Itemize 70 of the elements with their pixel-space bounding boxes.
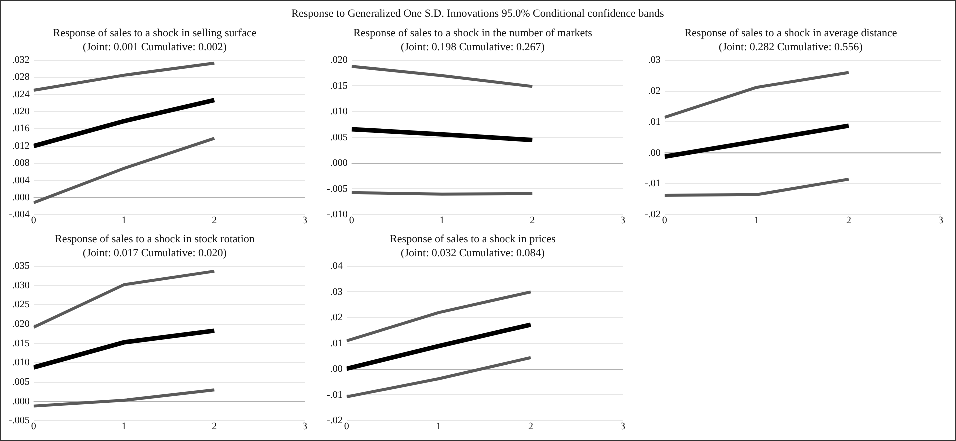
y-tick-label: .012 (12, 140, 30, 152)
chart-title: Response of sales to a shock in the number of markets (354, 27, 592, 40)
x-tick-label: 0 (344, 422, 350, 433)
chart-subtitle: (Joint: 0.198 Cumulative: 0.267) (401, 42, 546, 54)
y-tick-label: -.01 (326, 390, 343, 401)
y-tick-label: .005 (330, 132, 348, 144)
y-tick-label: .020 (12, 319, 30, 330)
y-tick-label: .035 (12, 261, 30, 272)
y-tick-label: .028 (12, 72, 30, 84)
x-tick-label: 2 (528, 422, 534, 433)
x-tick-label: 3 (620, 216, 626, 227)
x-tick-label: 2 (212, 422, 218, 433)
y-tick-label: .010 (12, 358, 30, 369)
y-tick-label: .01 (648, 116, 661, 128)
y-tick-label: .02 (648, 86, 661, 97)
y-tick-label: -.01 (644, 178, 661, 190)
x-tick-label: 1 (440, 216, 445, 227)
y-tick-label: .032 (12, 55, 30, 66)
y-tick-label: .005 (12, 376, 30, 388)
y-tick-label: .008 (12, 158, 30, 170)
chart-title: Response of sales to a shock in selling surface (53, 27, 257, 40)
y-tick-label: .000 (330, 158, 348, 170)
chart-title: Response of sales to a shock in prices (390, 233, 556, 246)
x-tick-label: 3 (302, 216, 308, 227)
y-tick-label: -.010 (326, 210, 348, 221)
y-tick-label: -.004 (8, 210, 30, 221)
y-tick-label: .03 (648, 55, 661, 66)
x-tick-label: 2 (530, 216, 536, 227)
chart-title: Response of sales to a shock in average distance (684, 27, 898, 40)
y-tick-label: .016 (12, 124, 30, 135)
y-tick-label: -.005 (326, 184, 348, 195)
y-tick-label: .020 (330, 55, 348, 66)
y-tick-label: .015 (330, 80, 348, 92)
x-tick-label: 0 (31, 216, 36, 227)
y-tick-label: -.005 (8, 416, 30, 427)
y-tick-label: .01 (330, 338, 343, 350)
text: Response to Generalized One S.D. Innovations 95.0% Conditional confidence bands (290, 7, 666, 22)
y-tick-label: .04 (330, 261, 343, 272)
y-tick-label: .000 (12, 192, 30, 204)
x-tick-label: 1 (436, 422, 442, 433)
x-tick-label: 3 (620, 422, 626, 433)
x-tick-label: 3 (938, 216, 944, 227)
chart-subtitle: (Joint: 0.282 Cumulative: 0.556) (719, 42, 864, 54)
y-tick-label: .020 (12, 106, 30, 118)
y-tick-label: -.02 (644, 210, 661, 221)
x-tick-label: 0 (349, 216, 354, 227)
x-tick-label: 0 (662, 216, 668, 227)
y-tick-label: .00 (330, 364, 343, 376)
y-tick-label: .004 (12, 175, 30, 186)
y-tick-label: .02 (330, 312, 343, 324)
x-tick-label: 2 (846, 216, 852, 227)
y-tick-label: .00 (648, 148, 661, 159)
y-tick-label: .024 (12, 89, 30, 100)
y-tick-label: .025 (12, 300, 30, 311)
x-tick-label: 1 (122, 216, 127, 227)
x-tick-label: 1 (122, 422, 127, 433)
x-tick-label: 3 (302, 422, 308, 433)
y-tick-label: .015 (12, 338, 30, 350)
x-tick-label: 0 (31, 422, 36, 433)
x-tick-label: 2 (212, 216, 218, 227)
chart-title: Response of sales to a shock in stock rotation (55, 233, 256, 246)
y-tick-label: -.02 (326, 416, 343, 427)
chart-subtitle: (Joint: 0.001 Cumulative: 0.002) (83, 42, 228, 54)
y-tick-label: .03 (330, 286, 343, 298)
x-tick-label: 1 (754, 216, 760, 227)
chart-subtitle: (Joint: 0.017 Cumulative: 0.020) (83, 248, 228, 260)
y-tick-label: .000 (12, 396, 30, 408)
chart-subtitle: (Joint: 0.032 Cumulative: 0.084) (401, 248, 546, 260)
y-tick-label: .010 (330, 106, 348, 118)
y-tick-label: .030 (12, 280, 30, 292)
